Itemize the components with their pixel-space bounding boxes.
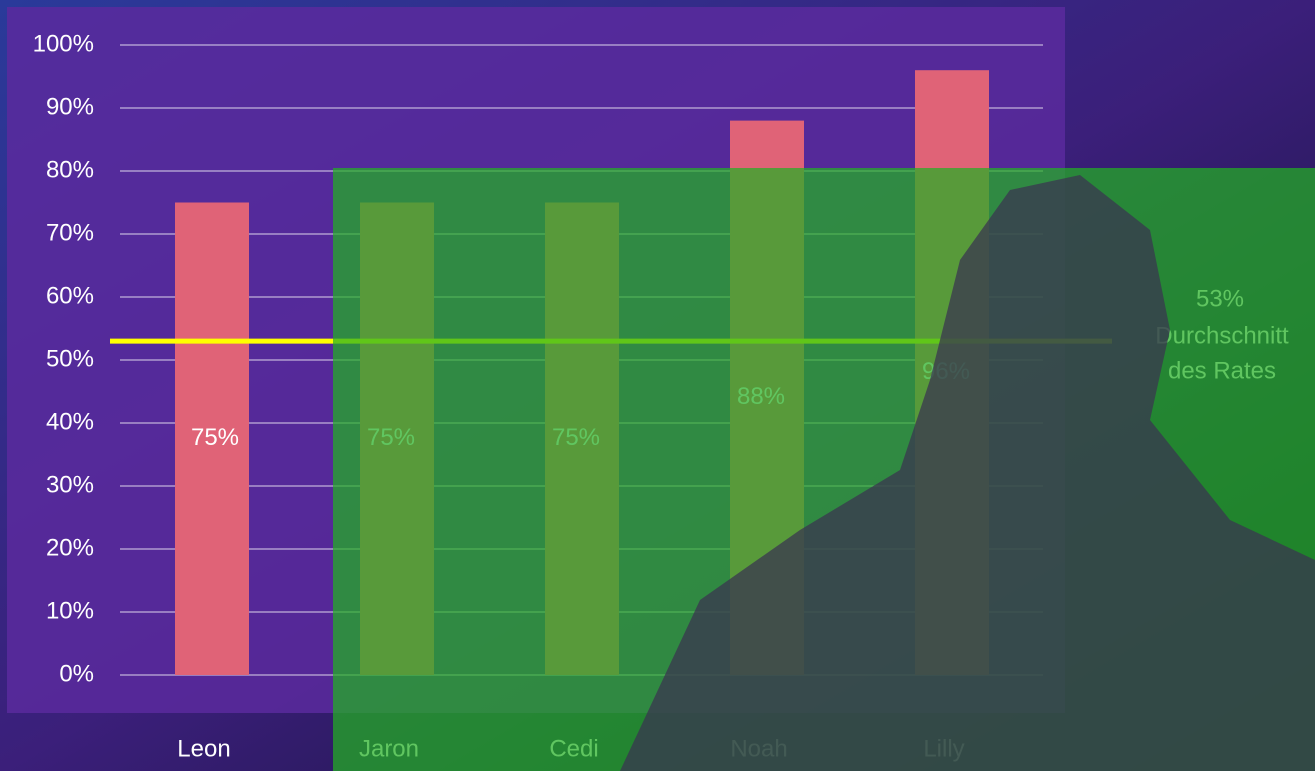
page: {"chart_data": {"type": "bar", "categori… <box>0 0 1315 771</box>
y-tick-label: 60% <box>46 282 94 309</box>
y-tick-label: 100% <box>33 30 94 57</box>
y-tick-label: 0% <box>59 660 94 687</box>
y-tick-label: 90% <box>46 93 94 120</box>
scene: 0% 10% 20% 30% 40% 50% 60% 70% 80% 90% 100% Leon 75%… <box>0 0 1315 771</box>
y-tick-label: 40% <box>46 408 94 435</box>
y-tick-label: 50% <box>46 345 94 372</box>
y-tick-label: 10% <box>46 597 94 624</box>
y-tick-label: 20% <box>46 534 94 561</box>
value-label: 75% <box>191 424 239 451</box>
x-tick-label: Leon <box>177 735 230 762</box>
y-tick-label: 80% <box>46 156 94 183</box>
y-tick-label: 30% <box>46 471 94 498</box>
y-tick-label: 70% <box>46 219 94 246</box>
